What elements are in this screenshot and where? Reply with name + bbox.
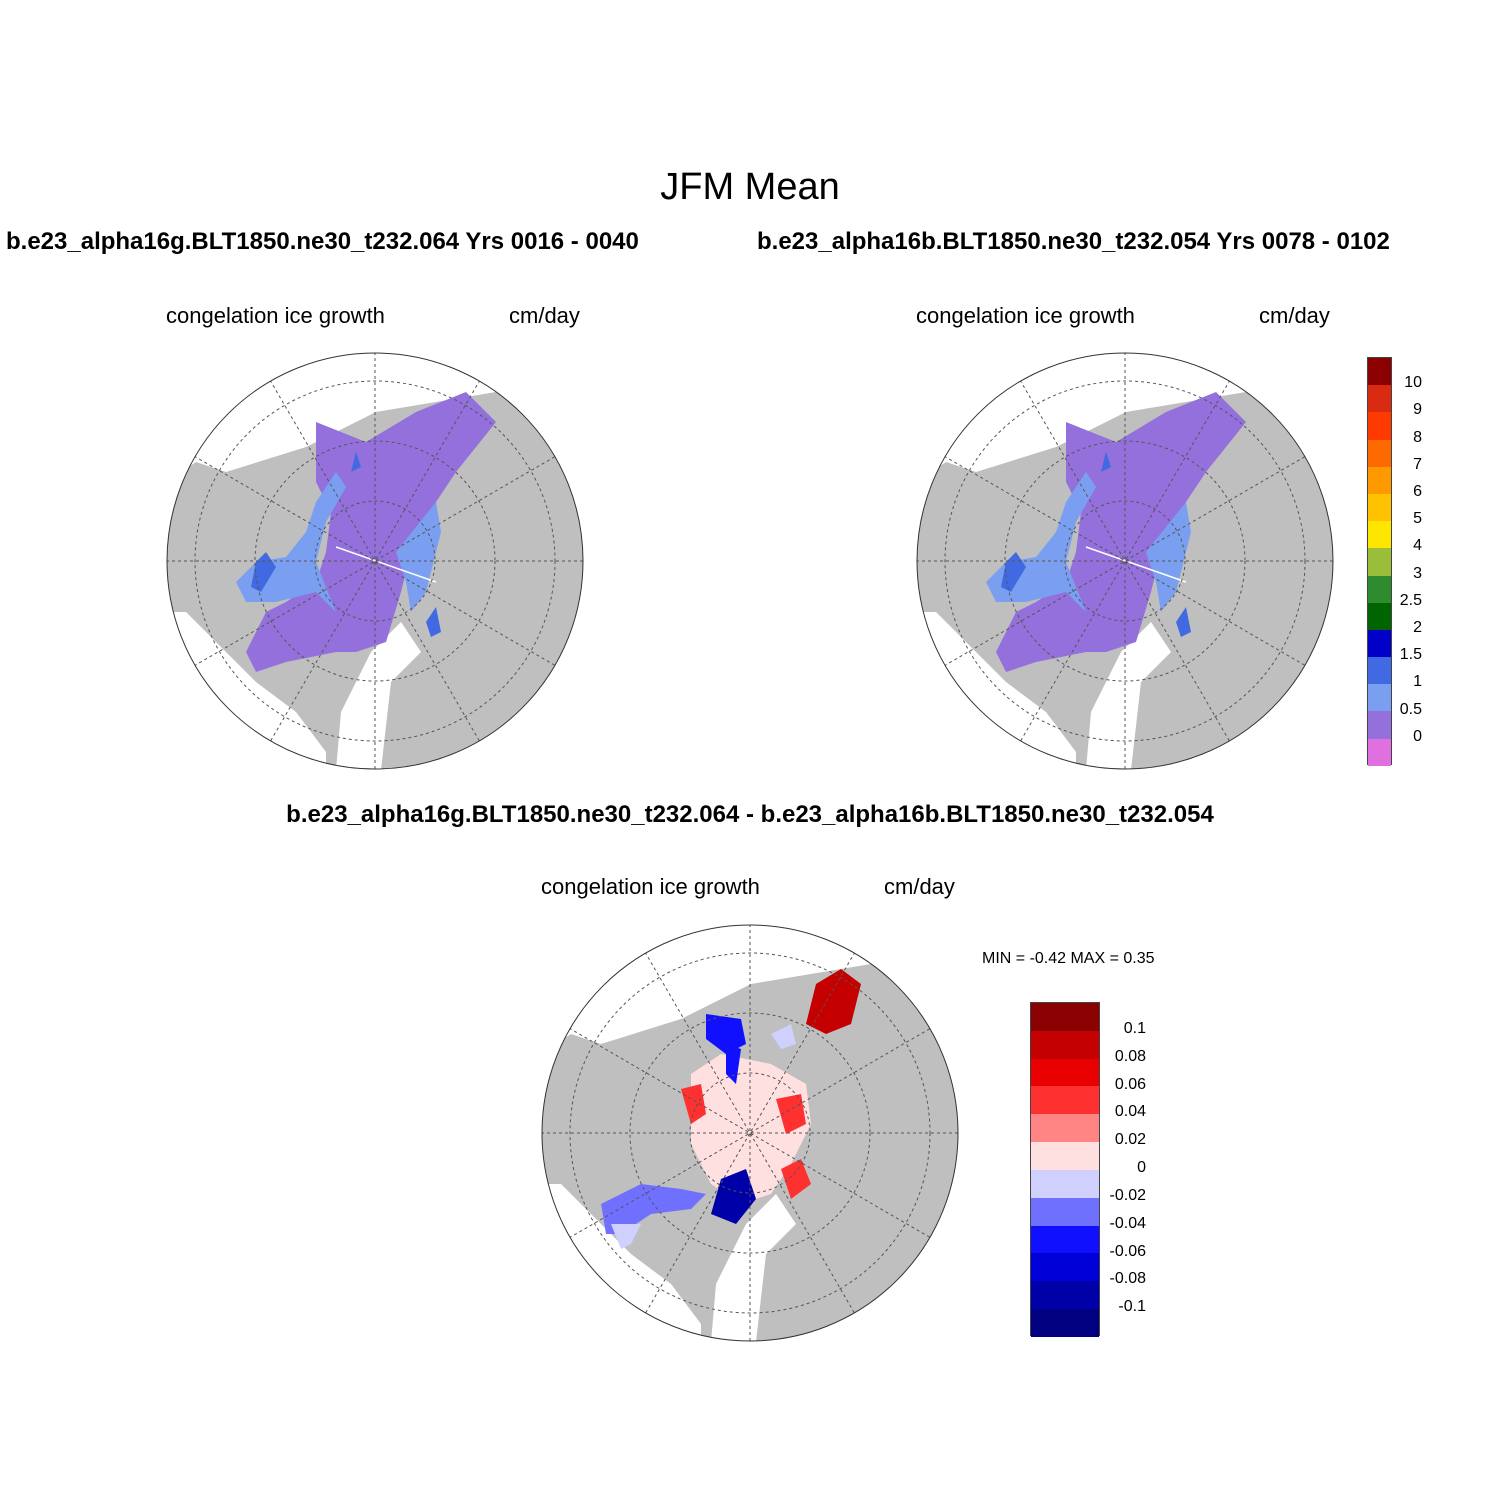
main-colorbar-label: 7 <box>1413 455 1422 473</box>
diff-polar-map <box>541 924 959 1342</box>
graticule <box>167 353 583 769</box>
ice-mid <box>236 472 441 612</box>
main-colorbar-label: 0 <box>1413 727 1422 745</box>
main-colorbar-label: 1.5 <box>1399 646 1422 664</box>
graticule <box>917 353 1333 769</box>
main-colorbar-label: 8 <box>1413 428 1422 446</box>
colorbar-swatch <box>1031 1030 1099 1059</box>
ice-deep <box>996 392 1246 672</box>
main-colorbar-label: 0.5 <box>1399 700 1422 718</box>
diff-colorbar <box>1030 1002 1100 1337</box>
diff-colorbar-label: -0.1 <box>1118 1298 1146 1316</box>
colorbar-swatch <box>1368 466 1391 494</box>
left-units-label: cm/day <box>509 303 580 328</box>
main-colorbar-label: 10 <box>1404 374 1422 392</box>
right-units-label: cm/day <box>1259 303 1330 328</box>
colorbar-swatch <box>1368 412 1391 440</box>
colorbar-swatch <box>1368 385 1391 413</box>
diff-units-label: cm/day <box>884 874 955 899</box>
pacific-ocean <box>167 353 583 482</box>
colorbar-swatch <box>1031 1114 1099 1143</box>
diff-colorbar-label: 0.08 <box>1114 1047 1146 1065</box>
map-border <box>916 352 1334 770</box>
left-case-title: b.e23_alpha16g.BLT1850.ne30_t232.064 Yrs… <box>6 228 639 255</box>
colorbar-swatch <box>1031 1003 1099 1031</box>
graticule <box>542 925 958 1341</box>
colorbar-swatch <box>1031 1086 1099 1115</box>
diff-near-zero <box>691 1054 811 1204</box>
colorbar-swatch <box>1031 1225 1099 1254</box>
colorbar-swatch <box>1368 657 1391 685</box>
main-colorbar <box>1367 357 1392 766</box>
diff-negative-atlantic <box>711 1169 756 1224</box>
diff-colorbar-label: 0 <box>1137 1159 1146 1176</box>
figure-title: JFM Mean <box>660 166 840 208</box>
colorbar-swatch <box>1031 1309 1099 1337</box>
diff-case-title: b.e23_alpha16g.BLT1850.ne30_t232.064 - b… <box>286 801 1214 828</box>
left-polar-map <box>166 352 584 770</box>
map-border <box>166 352 584 770</box>
colorbar-swatch <box>1031 1058 1099 1087</box>
diff-positive-mid <box>681 1084 811 1199</box>
colorbar-swatch <box>1368 521 1391 549</box>
colorbar-swatch <box>1031 1142 1099 1170</box>
right-polar-map <box>916 352 1334 770</box>
diff-colorbar-label: -0.02 <box>1109 1186 1146 1204</box>
colorbar-swatch <box>1031 1197 1099 1226</box>
diff-colorbar-label: -0.06 <box>1109 1242 1146 1260</box>
colorbar-swatch <box>1031 1281 1099 1310</box>
pacific-ocean <box>917 353 1333 482</box>
colorbar-swatch <box>1368 439 1391 467</box>
diff-negative-baffin <box>601 1184 706 1234</box>
right-variable-label: congelation ice growth <box>916 303 1135 328</box>
main-colorbar-label: 9 <box>1413 401 1422 419</box>
left-variable-label: congelation ice growth <box>166 303 385 328</box>
diff-colorbar-label: 0.06 <box>1114 1075 1146 1093</box>
colorbar-swatch <box>1368 493 1391 522</box>
main-colorbar-label: 4 <box>1413 537 1422 555</box>
diff-colorbar-label: 0.02 <box>1114 1131 1146 1149</box>
diff-colorbar-label: -0.04 <box>1109 1214 1146 1232</box>
diff-negative-shelf <box>706 1014 746 1084</box>
ice-deep <box>246 392 496 672</box>
seam-line <box>1085 546 1187 583</box>
colorbar-swatch <box>1031 1169 1099 1198</box>
main-colorbar-label: 5 <box>1413 510 1422 528</box>
diff-colorbar-label: -0.08 <box>1109 1270 1146 1288</box>
main-colorbar-label: 2.5 <box>1399 591 1422 609</box>
seam-line <box>335 546 437 583</box>
right-case-title: b.e23_alpha16b.BLT1850.ne30_t232.054 Yrs… <box>757 228 1390 255</box>
colorbar-swatch <box>1368 358 1391 386</box>
main-colorbar-label: 1 <box>1413 673 1422 691</box>
diff-variable-label: congelation ice growth <box>541 874 760 899</box>
main-colorbar-label: 2 <box>1413 619 1422 636</box>
diff-minmax: MIN = -0.42 MAX = 0.35 <box>982 950 1155 967</box>
diff-positive-pacific <box>806 969 861 1034</box>
diff-colorbar-label: 0.1 <box>1123 1019 1146 1037</box>
colorbar-swatch <box>1368 629 1391 658</box>
colorbar-swatch <box>1368 575 1391 603</box>
pacific-ocean <box>542 925 958 1054</box>
colorbar-swatch <box>1031 1253 1099 1282</box>
main-colorbar-label: 3 <box>1413 564 1422 582</box>
map-border <box>541 924 959 1342</box>
diff-weak-negative <box>611 1024 796 1249</box>
main-colorbar-label: 6 <box>1413 483 1422 500</box>
diff-colorbar-label: 0.04 <box>1114 1103 1146 1121</box>
ice-mid <box>986 472 1191 612</box>
colorbar-swatch <box>1368 684 1391 712</box>
colorbar-swatch <box>1368 711 1391 739</box>
colorbar-swatch <box>1368 738 1391 766</box>
colorbar-swatch <box>1368 602 1391 630</box>
colorbar-swatch <box>1368 548 1391 576</box>
